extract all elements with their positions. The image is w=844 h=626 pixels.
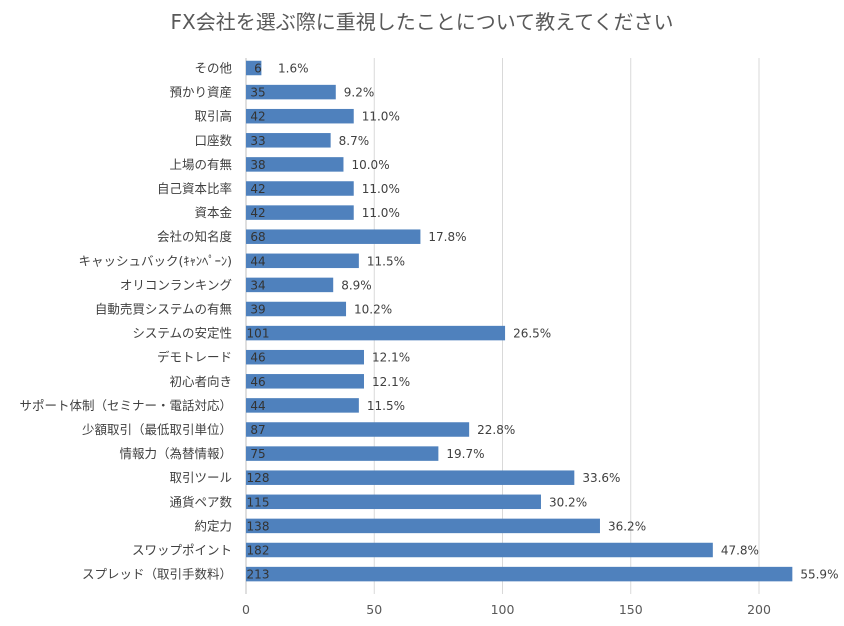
- bar: [246, 398, 359, 413]
- bar: [246, 60, 262, 76]
- percent-label: 36.2%: [608, 519, 646, 533]
- percent-label: 10.2%: [354, 303, 392, 317]
- category-label: 取引ツール: [169, 470, 232, 485]
- category-label: 会社の知名度: [157, 229, 233, 244]
- value-label: 42: [250, 206, 265, 220]
- bar: [246, 446, 439, 461]
- value-label: 213: [247, 568, 270, 582]
- value-label: 6: [254, 62, 262, 76]
- value-label: 46: [250, 375, 265, 389]
- bar: [246, 470, 575, 485]
- category-label: 初心者向き: [169, 374, 232, 389]
- category-label: 口座数: [194, 133, 232, 148]
- value-label: 68: [250, 230, 265, 244]
- x-tick-label: 150: [619, 602, 643, 617]
- value-label: 34: [250, 278, 265, 292]
- percent-label: 55.9%: [800, 568, 838, 582]
- bar: [246, 181, 354, 196]
- bar: [246, 133, 331, 148]
- bar: [246, 422, 470, 437]
- percent-label: 8.9%: [341, 278, 372, 292]
- percent-label: 12.1%: [372, 375, 410, 389]
- category-label: スプレッド（取引手数料）: [82, 567, 232, 582]
- value-label: 38: [250, 158, 265, 172]
- percent-label: 22.8%: [477, 423, 515, 437]
- bar: [246, 349, 364, 365]
- bar: [246, 84, 336, 100]
- value-label: 33: [250, 134, 265, 148]
- bar: [246, 325, 506, 341]
- category-label: 通貨ペア数: [169, 494, 232, 509]
- bar: [246, 157, 344, 172]
- value-label: 35: [250, 86, 265, 100]
- category-label: オリコンランキング: [120, 277, 232, 292]
- tick-layer: 0 50 100 150 200: [242, 602, 771, 617]
- percent-label: 30.2%: [549, 495, 587, 509]
- bar: [246, 301, 347, 317]
- bar: [246, 253, 359, 269]
- x-tick-label: 200: [747, 602, 771, 617]
- category-label: その他: [194, 61, 232, 76]
- category-label: サポート体制（セミナー・電話対応）: [19, 398, 232, 413]
- x-tick-label: 100: [491, 602, 515, 617]
- percent-label: 19.7%: [446, 447, 484, 461]
- percent-label: 11.5%: [367, 399, 405, 413]
- bar: [246, 542, 713, 558]
- value-label: 42: [250, 110, 265, 124]
- value-label: 182: [247, 544, 270, 558]
- value-label: 39: [250, 303, 265, 317]
- value-label: 128: [247, 471, 270, 485]
- percent-label: 12.1%: [372, 351, 410, 365]
- percent-label: 9.2%: [344, 86, 375, 100]
- category-label: 少額取引（最低取引単位）: [82, 422, 232, 437]
- category-label: 資本金: [194, 205, 232, 220]
- percent-label: 17.8%: [428, 230, 466, 244]
- category-label: 上場の有無: [169, 157, 232, 172]
- value-label: 87: [250, 423, 265, 437]
- x-tick-label: 0: [242, 602, 250, 617]
- bar: [246, 518, 600, 534]
- percent-label: 11.0%: [362, 206, 400, 220]
- value-label: 42: [250, 182, 265, 196]
- label-layer: その他 6 1.6% 預かり資産 35 9.2% 取引高 42 11.0% 口座数 33 8.7% 上場…: [19, 61, 838, 582]
- percent-label: 26.5%: [513, 327, 551, 341]
- percent-label: 11.0%: [362, 182, 400, 196]
- x-tick-label: 50: [366, 602, 382, 617]
- category-label: システムの安定性: [132, 326, 232, 341]
- value-label: 75: [250, 447, 265, 461]
- value-label: 101: [247, 327, 270, 341]
- percent-label: 47.8%: [721, 544, 759, 558]
- value-label: 44: [250, 399, 265, 413]
- chart-title: FX会社を選ぶ際に重視したことについて教えてください: [170, 10, 674, 34]
- value-label: 44: [250, 254, 265, 268]
- percent-label: 10.0%: [351, 158, 389, 172]
- category-label: 預かり資産: [169, 85, 232, 100]
- bar: [246, 277, 334, 293]
- value-label: 46: [250, 351, 265, 365]
- bar-layer: [246, 60, 793, 582]
- bar: [246, 374, 364, 389]
- percent-label: 11.0%: [362, 110, 400, 124]
- category-label: 自動売買システムの有無: [95, 302, 232, 317]
- bar: [246, 494, 541, 510]
- bar: [246, 566, 793, 582]
- category-label: 情報力（為替情報）: [119, 446, 232, 461]
- category-label: スワップポイント: [132, 543, 232, 558]
- category-label: 取引高: [194, 109, 232, 124]
- value-label: 115: [247, 495, 270, 509]
- category-label: 自己資本比率: [157, 181, 232, 196]
- bar: [246, 205, 354, 220]
- percent-label: 11.5%: [367, 254, 405, 268]
- value-label: 138: [247, 519, 270, 533]
- percent-label: 1.6%: [278, 62, 309, 76]
- percent-label: 8.7%: [339, 134, 370, 148]
- category-label: キャッシュバック(ｷｬﾝﾍﾟｰﾝ): [78, 253, 232, 268]
- category-label: デモトレード: [157, 350, 232, 365]
- category-label: 約定力: [194, 518, 232, 533]
- bar: [246, 229, 421, 244]
- percent-label: 33.6%: [582, 471, 620, 485]
- bar: [246, 108, 354, 124]
